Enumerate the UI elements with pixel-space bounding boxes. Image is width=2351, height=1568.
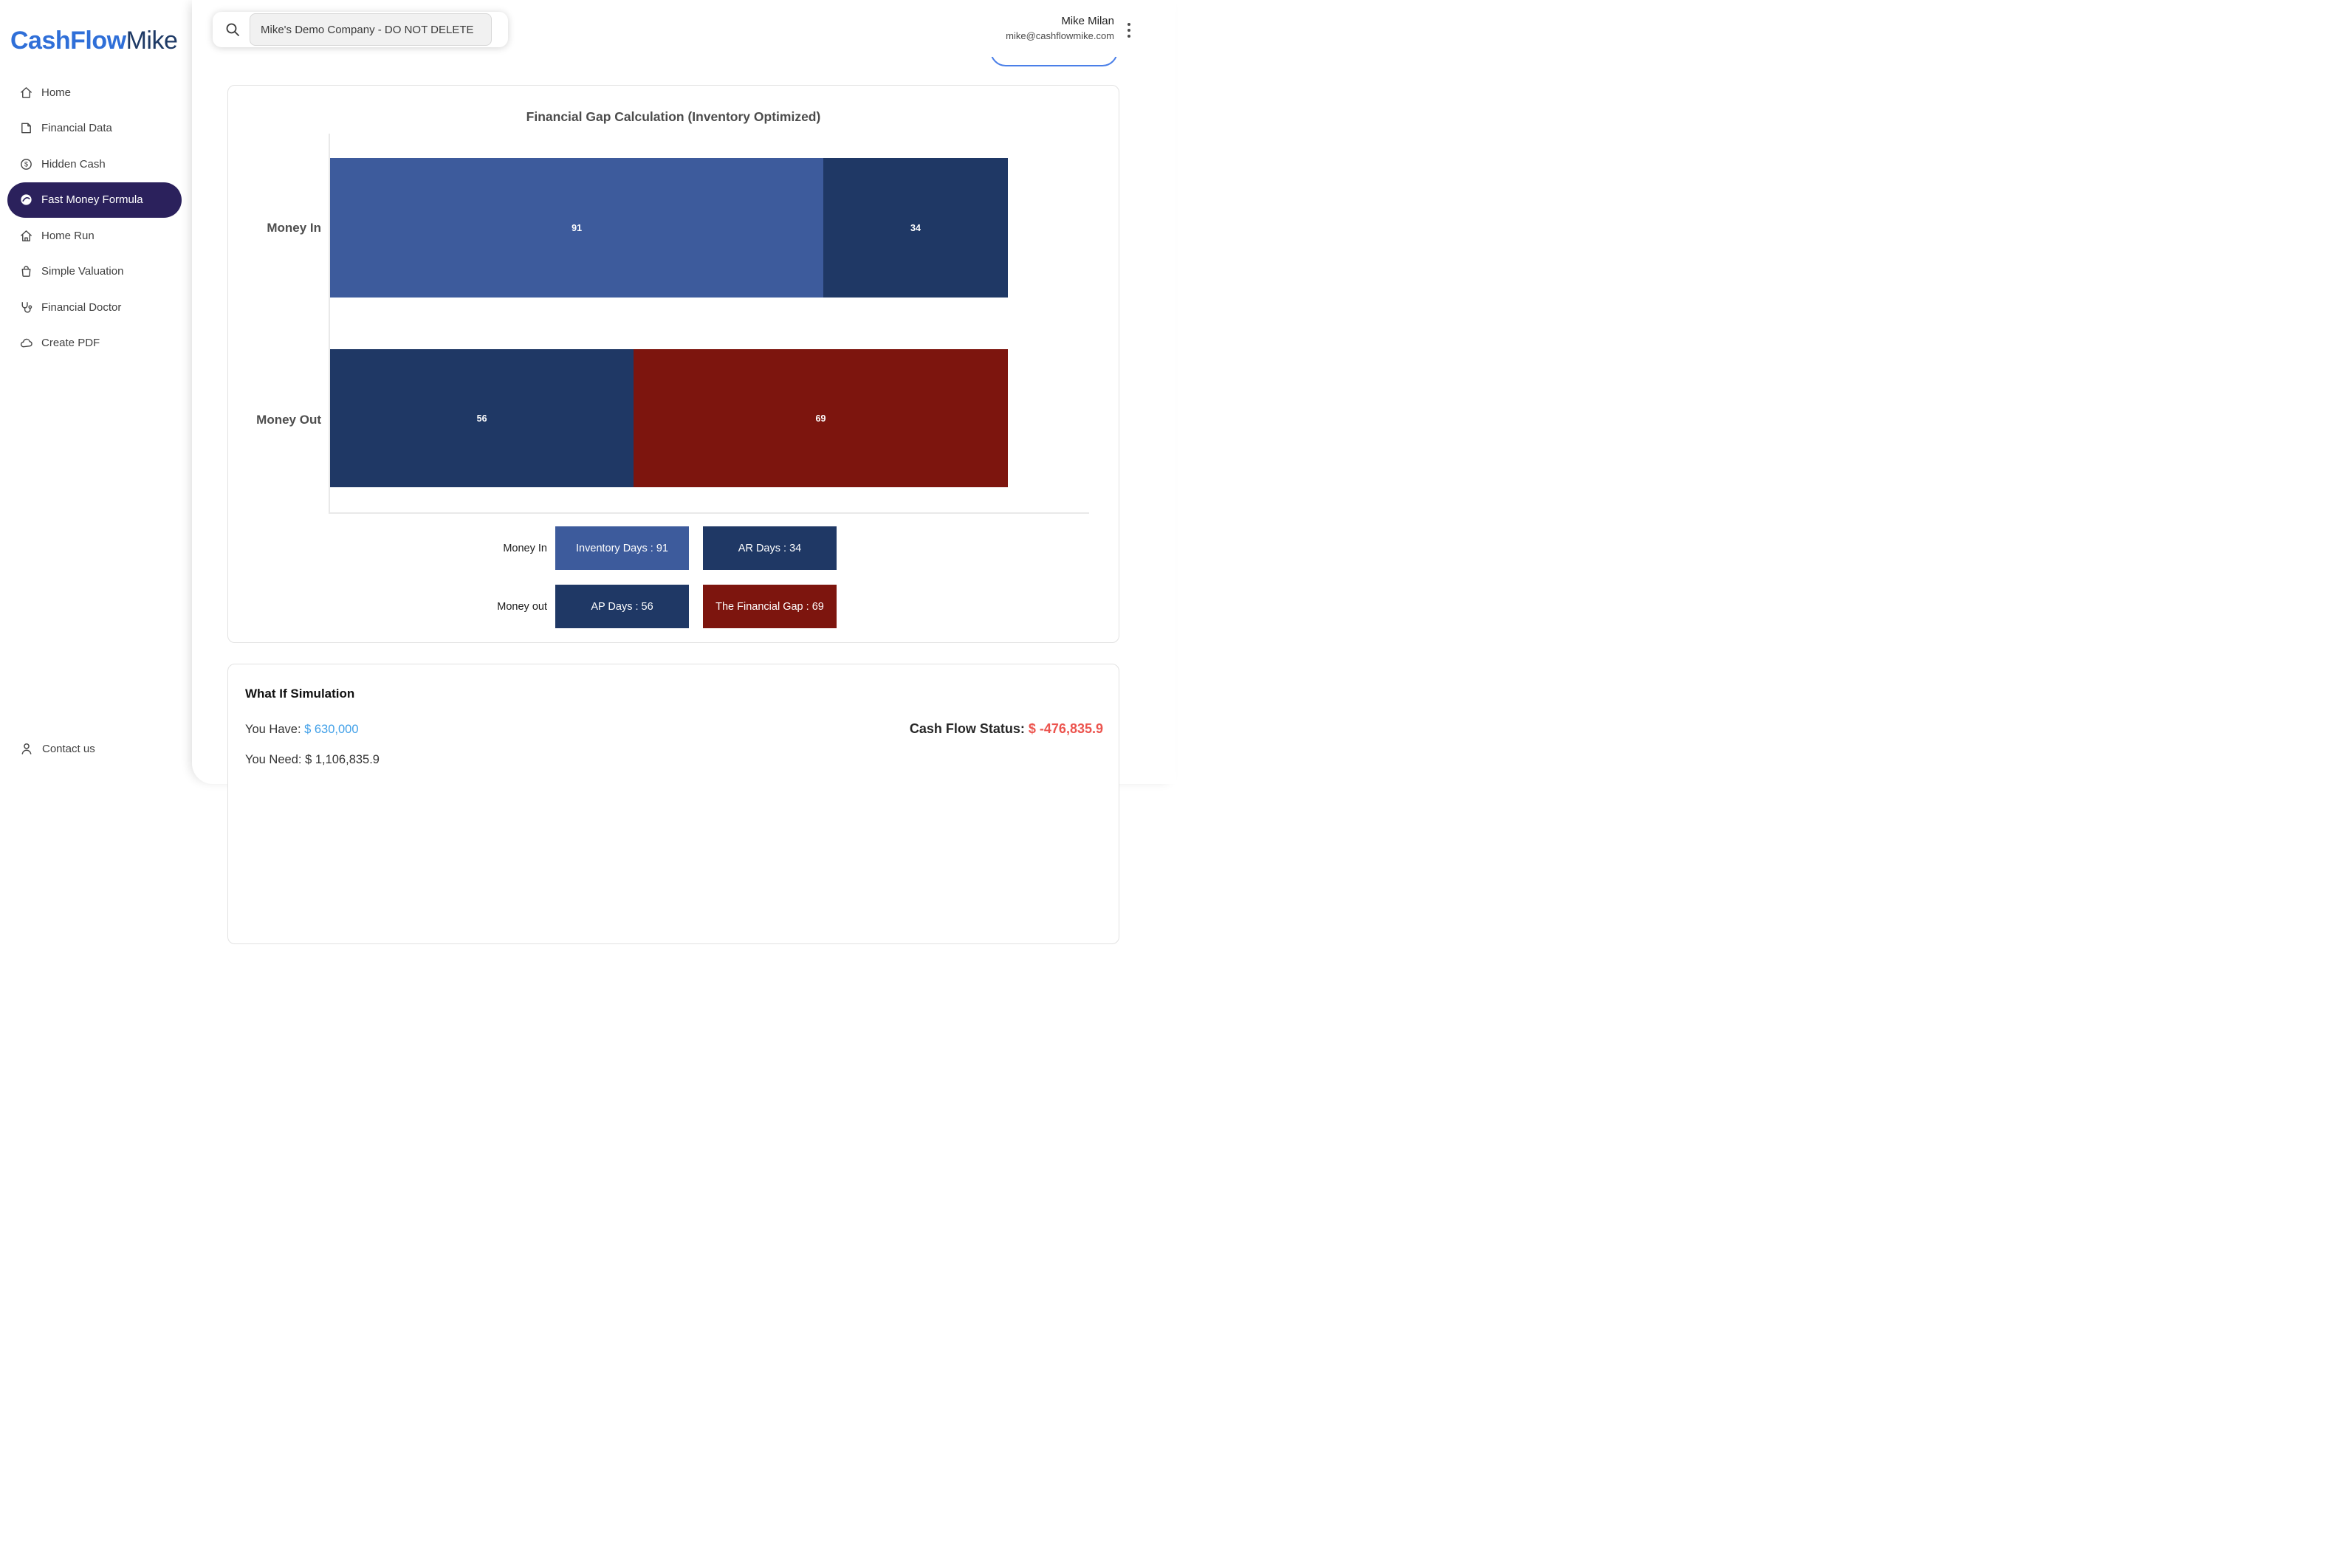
sidebar: CashFlowMike Home Financial Data $ Hidden C… (0, 0, 192, 784)
sidebar-item-label: Home (41, 86, 72, 99)
home-icon (19, 86, 33, 100)
app-root: CashFlowMike Home Financial Data $ Hidden C… (0, 0, 1176, 944)
company-search-input[interactable] (250, 13, 492, 46)
company-search (213, 12, 508, 47)
user-info: Mike Milan mike@cashflowmike.com (1006, 15, 1114, 41)
user-email: mike@cashflowmike.com (1006, 30, 1114, 41)
sidebar-item-label: Financial Data (41, 122, 112, 135)
financial-gap-chart: Money In Money Out 91 34 56 69 (228, 134, 1119, 514)
sidebar-item-financial-data[interactable]: Financial Data (7, 111, 182, 147)
chart-plot-area: 91 34 56 69 (329, 134, 1089, 514)
sidebar-nav: Home Financial Data $ Hidden Cash Fast Money… (0, 75, 192, 361)
sidebar-item-label: Home Run (41, 229, 95, 242)
segment-value: 69 (815, 413, 826, 424)
legend-item-the-financial-gap[interactable]: The Financial Gap : 69 (703, 585, 837, 628)
sidebar-item-home[interactable]: Home (7, 75, 182, 111)
fast-money-formula-icon (19, 193, 33, 207)
simple-valuation-icon (19, 264, 33, 278)
bar-segment-the-financial-gap[interactable]: 69 (634, 349, 1008, 487)
you-need-label: You Need: (245, 753, 302, 766)
search-icon (224, 21, 241, 38)
legend-row-label: Money out (497, 600, 547, 613)
financial-data-icon (19, 121, 33, 135)
financial-doctor-icon (19, 300, 33, 314)
you-need-line: You Need: $ 1,106,835.9 (245, 753, 1103, 767)
create-pdf-icon (19, 336, 33, 350)
you-have-label: You Have: (245, 723, 301, 736)
bar-money-in: 91 34 (330, 158, 1008, 298)
hidden-cash-icon: $ (19, 157, 33, 171)
bar-segment-ap-days[interactable]: 56 (330, 349, 634, 487)
home-run-icon (19, 229, 33, 243)
sidebar-item-home-run[interactable]: Home Run (7, 218, 182, 254)
sidebar-item-label: Fast Money Formula (41, 193, 143, 207)
financial-gap-card: Financial Gap Calculation (Inventory Opt… (227, 85, 1119, 643)
you-have-value[interactable]: $ 630,000 (304, 723, 359, 736)
legend-item-inventory-days[interactable]: Inventory Days : 91 (555, 526, 689, 570)
sidebar-item-create-pdf[interactable]: Create PDF (7, 326, 182, 362)
sidebar-item-label: Simple Valuation (41, 265, 124, 278)
chart-legend: Money In Inventory Days : 91 AR Days : 34 M… (228, 526, 1119, 628)
bar-segment-inventory-days[interactable]: 91 (330, 158, 824, 298)
bar-money-out: 56 69 (330, 349, 1008, 487)
main-content: Mike Milan mike@cashflowmike.com Financi… (192, 0, 1176, 944)
chart-category-axis: Money In Money Out (228, 134, 329, 514)
brand-logo: CashFlowMike (0, 0, 192, 75)
kebab-menu-icon[interactable] (1122, 22, 1136, 38)
legend-item-ap-days[interactable]: AP Days : 56 (555, 585, 689, 628)
segment-value: 91 (572, 222, 583, 233)
legend-row: Money In Inventory Days : 91 AR Days : 34 (228, 526, 1119, 570)
simulation-title: What If Simulation (245, 687, 355, 701)
sidebar-item-simple-valuation[interactable]: Simple Valuation (7, 254, 182, 290)
sidebar-item-financial-doctor[interactable]: Financial Doctor (7, 289, 182, 326)
segment-value: 34 (910, 222, 921, 233)
legend-row-label: Money In (503, 542, 547, 554)
you-need-value: $ 1,106,835.9 (305, 753, 380, 766)
cash-flow-status: Cash Flow Status: $ -476,835.9 (910, 721, 1103, 737)
simulation-top-row: You Have: $ 630,000 Cash Flow Status: $ … (245, 721, 1103, 737)
category-label-money-in: Money In (267, 220, 321, 235)
segment-value: 56 (476, 413, 487, 424)
user-name: Mike Milan (1061, 15, 1114, 27)
contact-icon (19, 741, 34, 756)
legend-item-ar-days[interactable]: AR Days : 34 (703, 526, 837, 570)
brand-cash: Cash (10, 27, 71, 55)
sidebar-item-label: Create PDF (41, 337, 100, 350)
brand-flow: Flow (70, 27, 126, 55)
cash-flow-status-value: $ -476,835.9 (1028, 721, 1103, 736)
chart-title: Financial Gap Calculation (Inventory Opt… (526, 109, 821, 124)
sidebar-item-label: Hidden Cash (41, 157, 106, 171)
category-label-money-out: Money Out (256, 412, 321, 427)
sidebar-item-fast-money-formula[interactable]: Fast Money Formula (7, 182, 182, 218)
sidebar-item-contact-us[interactable]: Contact us (0, 741, 95, 756)
legend-row: Money out AP Days : 56 The Financial Gap :… (228, 585, 1119, 628)
bar-segment-ar-days[interactable]: 34 (823, 158, 1008, 298)
brand-mike: Mike (126, 27, 178, 55)
cash-flow-status-label: Cash Flow Status: (909, 721, 1025, 736)
sidebar-item-hidden-cash[interactable]: $ Hidden Cash (7, 146, 182, 182)
contact-label: Contact us (42, 742, 95, 755)
sidebar-item-label: Financial Doctor (41, 300, 122, 314)
svg-text:$: $ (24, 160, 28, 168)
you-have-line: You Have: $ 630,000 (245, 723, 359, 737)
top-bar: Mike Milan mike@cashflowmike.com (192, 0, 1176, 57)
what-if-simulation-card: What If Simulation You Have: $ 630,000 C… (227, 664, 1119, 944)
